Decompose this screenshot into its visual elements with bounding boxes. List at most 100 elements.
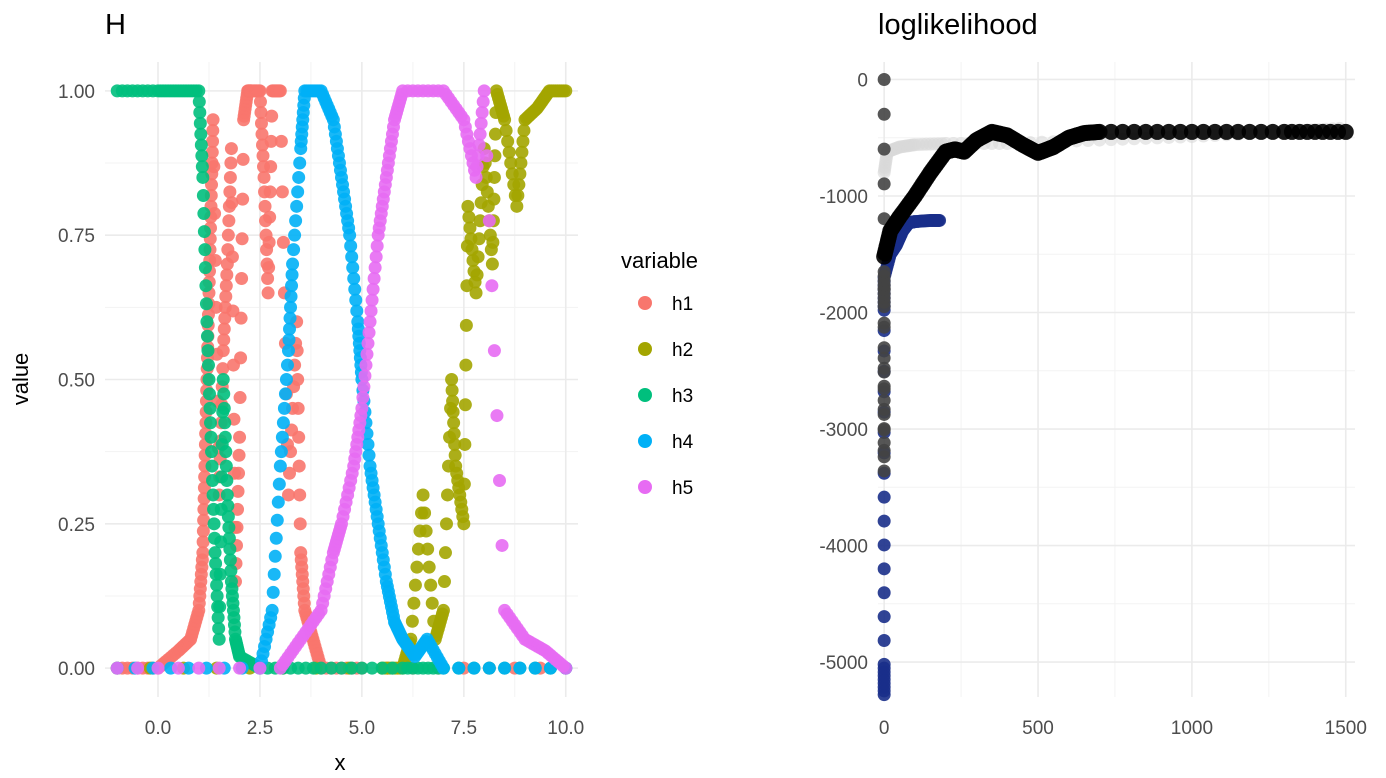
data-point: [513, 661, 527, 675]
grid-loglikelihood: [878, 62, 1355, 697]
legend-items: h1 h2 h3 h4 h5: [638, 294, 694, 499]
data-point: [877, 351, 891, 365]
data-point: [216, 362, 230, 376]
data-point: [253, 84, 267, 98]
data-point: [364, 304, 378, 318]
data-point: [293, 156, 307, 170]
data-point: [416, 488, 430, 502]
data-point: [282, 333, 296, 347]
data-point: [206, 124, 220, 138]
data-point: [1149, 123, 1166, 140]
data-point: [1183, 123, 1200, 140]
data-point: [217, 322, 231, 336]
data-point: [447, 416, 461, 430]
data-point: [356, 391, 370, 405]
ticks-loglikelihood: 0 500 1000 1500 0 -1000 -2000 -3000 -4000 -5000: [819, 70, 1367, 739]
data-point: [288, 228, 302, 242]
data-point: [271, 495, 285, 509]
chart-title-loglikelihood: loglikelihood: [878, 9, 1038, 41]
data-point: [280, 358, 294, 372]
data-point: [224, 142, 238, 156]
data-point: [473, 127, 487, 141]
data-point: [285, 279, 299, 293]
data-point: [219, 279, 233, 293]
legend-label-h2: h2: [672, 340, 693, 361]
data-point: [510, 199, 524, 213]
data-point: [436, 603, 450, 617]
data-point: [199, 297, 213, 311]
data-point: [877, 320, 891, 334]
panel-h: H 0.0 2.5 5.0 7.5 10.0 0.00 0.25 0.50 0.75 1.00 x…: [8, 9, 584, 775]
data-point: [877, 361, 891, 375]
data-point: [345, 250, 359, 264]
data-point: [233, 430, 247, 444]
data-point: [410, 560, 424, 574]
data-point: [411, 542, 425, 556]
data-point: [206, 113, 220, 127]
data-point: [487, 170, 501, 184]
y-tick-label: 0.75: [58, 226, 95, 247]
data-point: [216, 344, 230, 358]
data-point: [235, 232, 249, 246]
data-point: [419, 524, 433, 538]
data-point: [877, 610, 891, 624]
data-point: [262, 261, 276, 275]
data-point: [877, 514, 891, 528]
legend-key-h4: [638, 434, 652, 448]
data-point: [498, 113, 512, 127]
data-point: [263, 210, 277, 224]
data-point: [199, 279, 213, 293]
data-point: [1126, 123, 1143, 140]
legend-key-h2: [638, 342, 652, 356]
data-point: [224, 564, 238, 578]
data-point: [475, 106, 489, 120]
data-point: [220, 488, 234, 502]
data-point: [284, 445, 298, 459]
data-point: [445, 383, 459, 397]
data-point: [470, 268, 484, 282]
data-point: [213, 567, 227, 581]
data-point: [268, 549, 282, 563]
data-point: [877, 586, 891, 600]
data-point: [281, 488, 295, 502]
data-point: [363, 315, 377, 329]
data-point: [335, 661, 348, 675]
data-point: [275, 430, 289, 444]
data-point: [877, 177, 891, 191]
legend-title: variable: [621, 248, 698, 273]
data-point: [265, 603, 279, 617]
data-point: [217, 401, 231, 415]
data-point: [877, 72, 891, 86]
data-point: [210, 589, 224, 603]
data-point: [192, 95, 206, 109]
data-point: [264, 134, 278, 148]
data-point: [1253, 123, 1270, 140]
x-tick-label: 1500: [1325, 718, 1367, 739]
data-point: [877, 393, 891, 407]
data-point: [469, 286, 483, 300]
data-point: [436, 661, 450, 675]
data-point: [385, 661, 399, 675]
data-point: [407, 596, 421, 610]
data-point: [473, 214, 487, 228]
data-point: [212, 661, 226, 675]
data-point: [197, 513, 211, 527]
data-point: [1172, 123, 1189, 140]
data-point: [485, 257, 499, 271]
data-point: [233, 661, 247, 675]
data-point: [485, 279, 499, 293]
data-point: [262, 235, 276, 249]
data-point: [472, 138, 486, 152]
data-point: [408, 578, 422, 592]
data-point: [405, 614, 419, 628]
y-tick-label: -5000: [819, 653, 868, 674]
data-point: [375, 661, 389, 675]
data-point: [487, 344, 501, 358]
data-point: [360, 347, 374, 361]
series-h: [110, 84, 573, 675]
data-point: [470, 160, 484, 174]
data-point: [283, 322, 297, 336]
data-point: [276, 416, 290, 430]
data-point: [151, 661, 165, 675]
